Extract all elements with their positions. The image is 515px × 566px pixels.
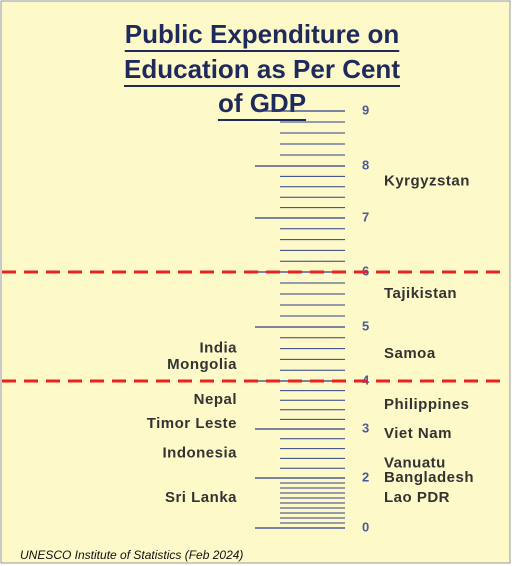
country-label: Sri Lanka xyxy=(165,489,237,506)
country-label: Viet Nam xyxy=(384,425,452,442)
y-tick-label: 8 xyxy=(362,157,369,172)
country-label: Lao PDR xyxy=(384,489,450,506)
y-tick-label: 9 xyxy=(362,102,369,117)
title-line: Public Expenditure on xyxy=(125,19,399,49)
country-label: Kyrgyzstan xyxy=(384,173,470,190)
y-tick-label: 3 xyxy=(362,420,369,435)
y-tick-label: 0 xyxy=(362,519,369,534)
country-label: Tajikistan xyxy=(384,285,457,302)
country-label: Vanuatu xyxy=(384,454,446,471)
country-label: Bangladesh xyxy=(384,469,474,486)
country-label: Philippines xyxy=(384,396,470,413)
title-line: Education as Per Cent xyxy=(124,54,400,84)
y-tick-label: 5 xyxy=(362,318,369,333)
title-line: of GDP xyxy=(218,88,306,118)
country-label: Indonesia xyxy=(162,444,237,461)
country-label: Mongolia xyxy=(167,356,237,373)
y-tick-label: 2 xyxy=(362,469,369,484)
country-label: Nepal xyxy=(194,391,237,408)
country-label: Samoa xyxy=(384,345,436,362)
country-label: India xyxy=(199,340,237,357)
source: UNESCO Institute of Statistics (Feb 2024… xyxy=(20,548,243,562)
y-tick-label: 7 xyxy=(362,209,369,224)
country-label: Timor Leste xyxy=(147,415,237,432)
